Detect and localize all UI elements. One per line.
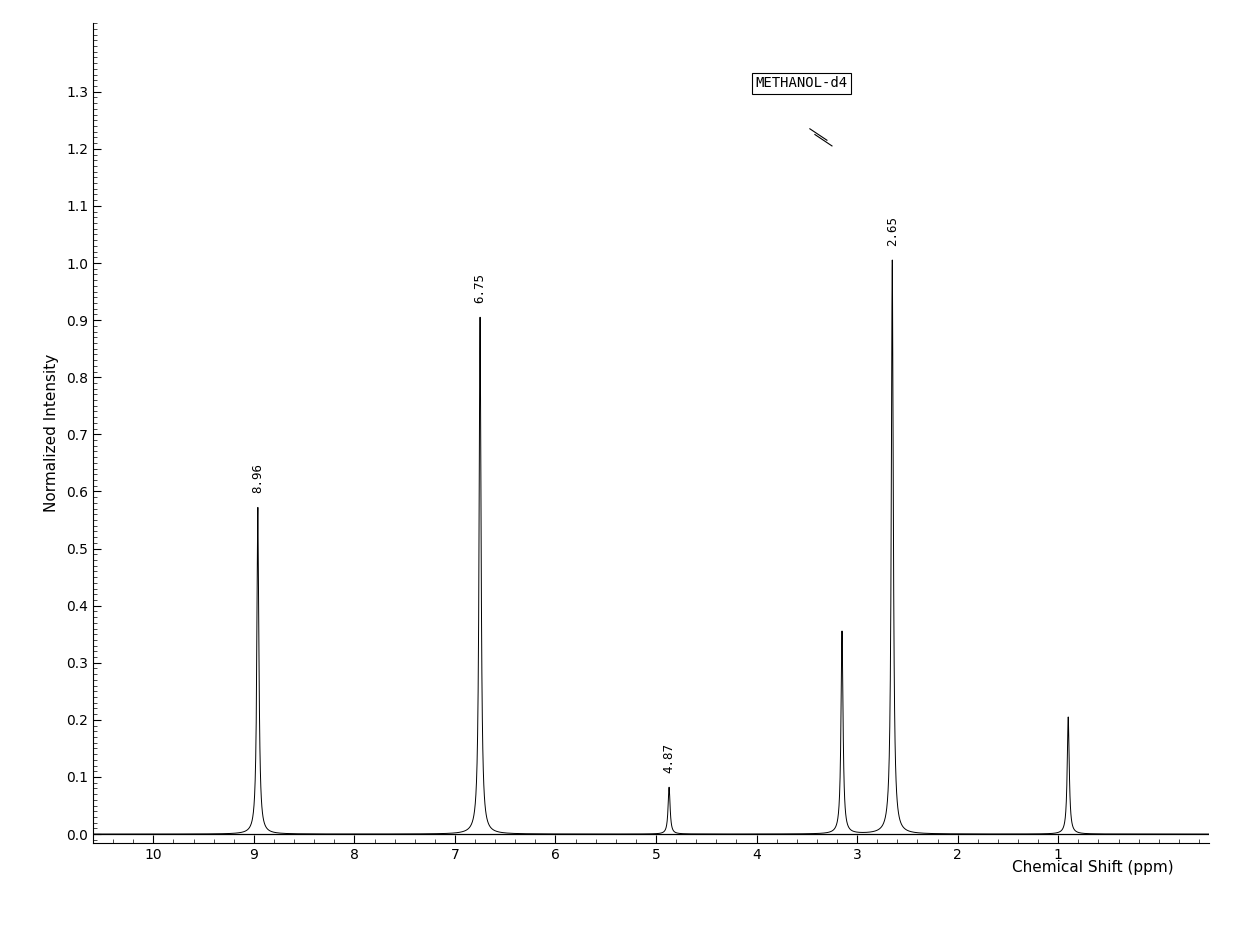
Text: 2.65: 2.65	[885, 216, 899, 246]
Text: METHANOL-d4: METHANOL-d4	[755, 76, 848, 90]
Text: 4.87: 4.87	[662, 743, 676, 773]
Text: 6.75: 6.75	[474, 273, 486, 303]
Text: 8.96: 8.96	[252, 463, 264, 494]
Y-axis label: Normalized Intensity: Normalized Intensity	[45, 354, 60, 512]
Text: Chemical Shift (ppm): Chemical Shift (ppm)	[1012, 860, 1174, 875]
